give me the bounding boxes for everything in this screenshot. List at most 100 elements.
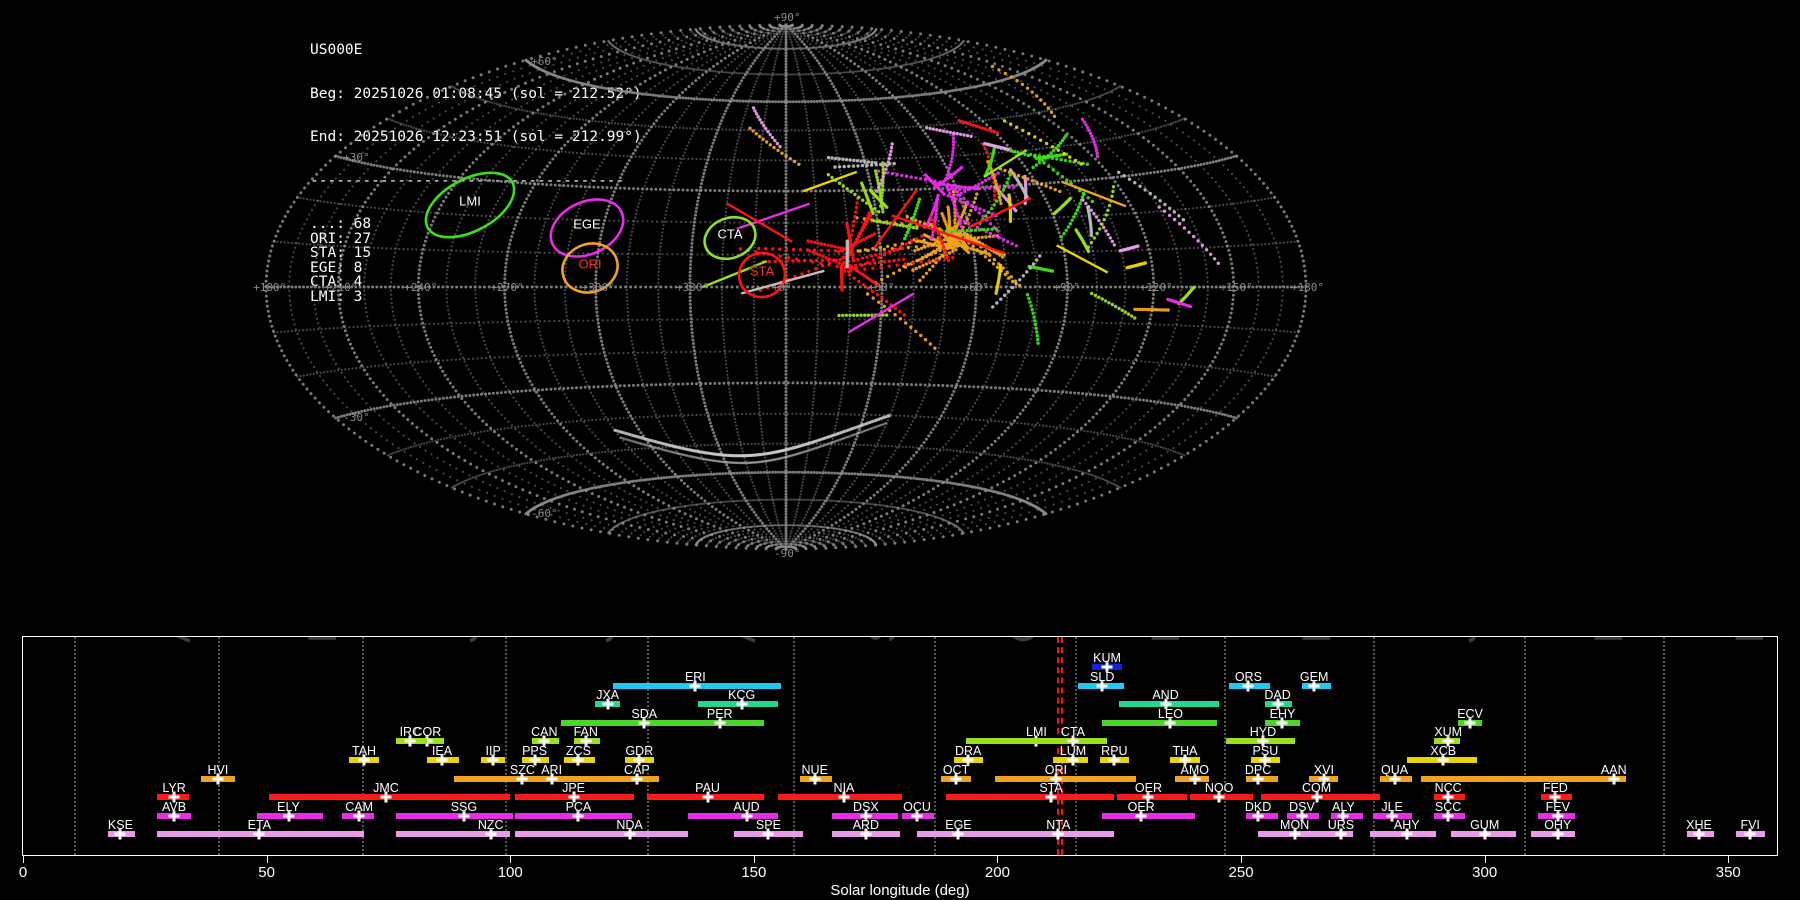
shower-bar-cta[interactable] xyxy=(965,738,1108,745)
shower-label-nzc: NZC xyxy=(477,818,504,833)
shower-label-lmi: LMI xyxy=(1026,725,1047,740)
shower-bar-leo[interactable] xyxy=(1102,719,1217,726)
shower-peak-marker xyxy=(572,810,584,822)
shower-peak-marker xyxy=(1437,754,1449,766)
shower-peak-marker xyxy=(1272,698,1284,710)
shower-label-dad: DAD xyxy=(1264,688,1291,703)
ra-tick-label: +330° xyxy=(676,281,710,294)
month-separator xyxy=(361,637,364,855)
shower-label-aud: AUD xyxy=(733,799,760,814)
shower-count-sta: STA: 15 xyxy=(310,245,372,261)
radiant-ellipse-ori[interactable] xyxy=(555,236,624,300)
shower-bar-ori[interactable] xyxy=(995,775,1137,782)
month-separator xyxy=(1523,637,1526,855)
dec-tick-label: +60° xyxy=(531,55,558,69)
shower-bar-aan[interactable] xyxy=(1421,775,1626,782)
radiant-ellipse-ege[interactable] xyxy=(542,188,633,267)
timeline-plot-area[interactable]: APR MAY JUN JUL AUG SEP OCT NOV DEC JAN FEB MAR KUM E… xyxy=(23,637,1777,855)
shower-bar-cap[interactable] xyxy=(566,775,659,782)
shower-label-amo: AMO xyxy=(1180,762,1210,777)
shower-label-ncc: NCC xyxy=(1434,781,1462,796)
sky-map-panel[interactable]: LMI EGE ORI CTA STA +90° +60° +30° -30° -60° -90° +… xyxy=(0,0,1800,630)
meteor-track[interactable] xyxy=(873,188,919,249)
shower-peak-marker xyxy=(1337,810,1349,822)
shower-label-eta: ETA xyxy=(247,818,271,833)
radiant-ellipse-lmi[interactable] xyxy=(415,160,524,251)
shower-peak-marker xyxy=(702,791,714,803)
shower-bar-aud[interactable] xyxy=(688,812,779,819)
shower-label-gum: GUM xyxy=(1470,818,1500,833)
radiant-ellipse-cta[interactable] xyxy=(699,210,762,265)
shower-peak-marker xyxy=(1479,828,1491,840)
shower-peak-marker xyxy=(529,754,541,766)
shower-label-xum: XUM xyxy=(1434,725,1463,740)
shower-count-cta: CTA: 4 xyxy=(310,274,363,290)
shower-label-pau: PAU xyxy=(695,781,720,796)
dec-tick-label: +90° xyxy=(774,11,801,24)
shower-peak-marker xyxy=(1101,661,1113,673)
shower-peak-marker xyxy=(1142,791,1154,803)
radiant-label-ori: ORI xyxy=(578,256,602,272)
shower-peak-marker xyxy=(624,828,636,840)
shower-peak-marker xyxy=(353,810,365,822)
shower-peak-marker xyxy=(1311,791,1323,803)
shower-peak-marker xyxy=(485,828,497,840)
shower-label-ecv: ECV xyxy=(1457,706,1483,721)
shower-label-and: AND xyxy=(1152,688,1179,703)
shower-bar-sta[interactable] xyxy=(946,794,1115,801)
month-separator xyxy=(1075,637,1078,855)
shower-peak-marker xyxy=(1052,828,1064,840)
dec-tick-label: +30° xyxy=(343,150,370,164)
shower-label-sld: SLD xyxy=(1090,669,1115,684)
meteor-track[interactable] xyxy=(802,170,858,193)
shower-peak-marker xyxy=(736,698,748,710)
shower-peak-marker xyxy=(1442,735,1454,747)
shower-bar-nzc[interactable] xyxy=(395,831,511,838)
shower-peak-marker xyxy=(404,735,416,747)
shower-label-sda: SDA xyxy=(631,706,658,721)
month-separator xyxy=(934,637,937,855)
activity-timeline-panel[interactable]: APR MAY JUN JUL AUG SEP OCT NOV DEC JAN FEB MAR KUM E… xyxy=(22,636,1778,856)
shower-label-kum: KUM xyxy=(1093,651,1121,665)
meteor-track[interactable] xyxy=(1062,180,1127,208)
shower-peak-marker xyxy=(1160,698,1172,710)
meteor-tracks[interactable] xyxy=(738,64,1221,350)
shower-label-per: PER xyxy=(706,706,733,721)
meteor-track[interactable] xyxy=(891,214,1005,255)
meteor-track[interactable] xyxy=(702,260,768,289)
shower-count-ege: EGE: 8 xyxy=(310,259,363,276)
shower-label-iea: IEA xyxy=(431,744,453,758)
month-separator xyxy=(505,637,508,855)
shower-peak-marker xyxy=(1189,773,1201,785)
meteor-track[interactable] xyxy=(983,149,1028,178)
shower-label-scc: SCC xyxy=(1434,799,1462,814)
month-label-jun: JUN xyxy=(442,637,487,643)
meteor-track[interactable] xyxy=(968,196,1032,229)
meteor-track[interactable] xyxy=(1056,244,1109,274)
ra-tick-label: +60° xyxy=(962,281,989,294)
shower-label-dsx: DSX xyxy=(853,799,879,814)
shower-bar-ssg[interactable] xyxy=(395,812,513,819)
radiant-label-ege: EGE xyxy=(573,216,601,232)
month-label-apr: APR xyxy=(155,637,200,643)
meteor-track[interactable] xyxy=(736,202,811,231)
shower-label-cam: CAM xyxy=(345,799,374,814)
shower-label-qua: QUA xyxy=(1380,762,1409,777)
shower-label-fed: FED xyxy=(1542,781,1568,796)
month-separator xyxy=(74,637,77,855)
month-separator xyxy=(792,637,795,855)
month-label-oct: OCT xyxy=(1002,637,1047,643)
radiant-ellipse-sta[interactable] xyxy=(736,249,789,300)
shower-bar-oer[interactable] xyxy=(1102,812,1195,819)
meteor-track[interactable] xyxy=(726,202,793,243)
meteor-track[interactable] xyxy=(848,292,915,334)
shower-peak-marker xyxy=(421,735,433,747)
shower-label-fan: FAN xyxy=(573,725,598,740)
shower-peak-marker xyxy=(516,773,528,785)
sky-map-canvas[interactable] xyxy=(0,0,1800,630)
shower-peak-marker xyxy=(633,754,645,766)
shower-label-oct: OCT xyxy=(942,762,970,777)
shower-peak-marker xyxy=(572,754,584,766)
shower-label-tah: TAH xyxy=(352,744,377,758)
shower-bar-nda[interactable] xyxy=(515,831,689,838)
